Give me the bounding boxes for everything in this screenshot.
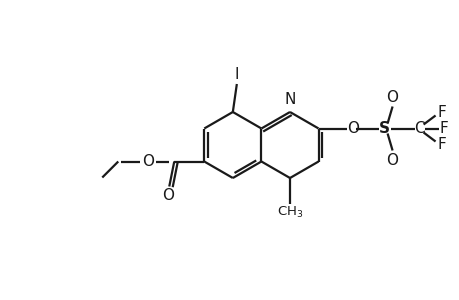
Text: N: N (284, 92, 295, 107)
Text: CH$_3$: CH$_3$ (276, 205, 302, 220)
Text: O: O (142, 154, 154, 169)
Text: F: F (437, 137, 445, 152)
Text: O: O (347, 121, 359, 136)
Text: I: I (234, 67, 239, 82)
Text: O: O (386, 89, 397, 104)
Text: F: F (437, 105, 445, 120)
Text: F: F (439, 121, 448, 136)
Text: O: O (162, 188, 174, 203)
Text: O: O (386, 152, 397, 167)
Text: S: S (378, 121, 389, 136)
Text: C: C (414, 121, 424, 136)
